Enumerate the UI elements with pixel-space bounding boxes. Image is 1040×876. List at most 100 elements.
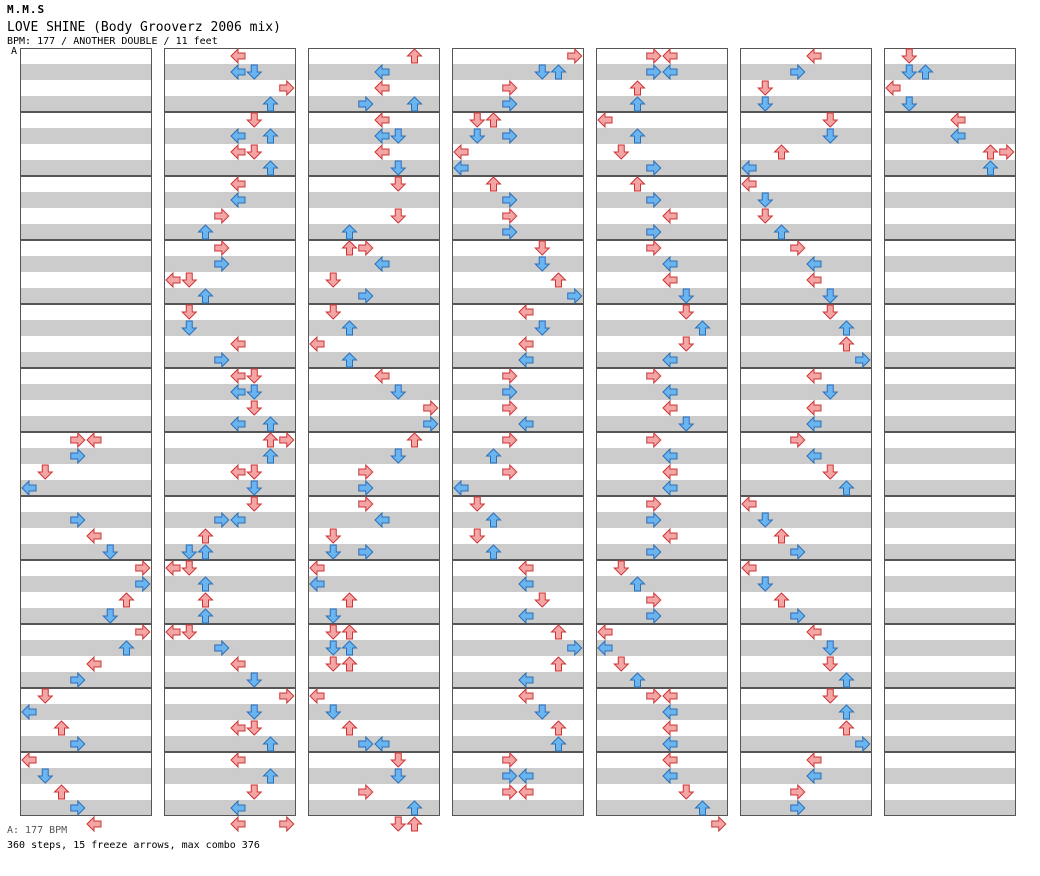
step-arrow bbox=[790, 63, 806, 81]
measure-stripe bbox=[308, 784, 440, 800]
step-arrow bbox=[678, 304, 695, 320]
measure-stripe bbox=[884, 176, 1016, 192]
measure-stripe bbox=[308, 656, 440, 672]
step-arrow bbox=[646, 687, 662, 705]
measure-stripe bbox=[740, 128, 872, 144]
measure-border bbox=[164, 176, 296, 240]
step-arrow bbox=[662, 719, 678, 737]
measure-stripe bbox=[164, 192, 296, 208]
measure-stripe bbox=[740, 48, 872, 64]
step-arrow bbox=[982, 144, 999, 160]
step-arrow bbox=[822, 640, 839, 656]
measure-stripe bbox=[308, 608, 440, 624]
measure-stripe bbox=[164, 688, 296, 704]
step-arrow bbox=[518, 303, 534, 321]
measure-stripe bbox=[740, 240, 872, 256]
measure-stripe bbox=[596, 576, 728, 592]
step-arrow bbox=[246, 384, 263, 400]
step-arrow bbox=[21, 703, 37, 721]
measure-stripe bbox=[596, 416, 728, 432]
measure-border bbox=[884, 432, 1016, 496]
step-arrow bbox=[790, 543, 806, 561]
measure-stripe bbox=[740, 432, 872, 448]
measure-border bbox=[164, 240, 296, 304]
measure-stripe bbox=[884, 368, 1016, 384]
measure-stripe bbox=[884, 160, 1016, 176]
measure-stripe bbox=[452, 368, 584, 384]
step-arrow bbox=[773, 224, 790, 240]
measure-stripe bbox=[884, 640, 1016, 656]
step-arrow bbox=[406, 432, 423, 448]
measure-stripe bbox=[884, 272, 1016, 288]
step-arrow bbox=[279, 431, 295, 449]
step-arrow bbox=[502, 223, 518, 241]
measure-stripe bbox=[884, 96, 1016, 112]
measure-stripe bbox=[740, 416, 872, 432]
measure-stripe bbox=[164, 624, 296, 640]
step-arrow bbox=[917, 64, 934, 80]
step-arrow bbox=[214, 639, 230, 657]
step-arrow bbox=[502, 767, 518, 785]
measure-stripe bbox=[452, 640, 584, 656]
measure-stripe bbox=[20, 672, 152, 688]
measure-border bbox=[452, 368, 584, 432]
step-arrow bbox=[197, 608, 214, 624]
measure-stripe bbox=[20, 704, 152, 720]
measure-stripe bbox=[164, 400, 296, 416]
measure-stripe bbox=[740, 656, 872, 672]
measure-border bbox=[452, 752, 584, 816]
step-arrow bbox=[550, 736, 567, 752]
measure-stripe bbox=[740, 400, 872, 416]
step-arrow bbox=[790, 799, 806, 817]
measure-stripe bbox=[20, 656, 152, 672]
measure-stripe bbox=[884, 688, 1016, 704]
measure-stripe bbox=[452, 752, 584, 768]
step-arrow bbox=[262, 768, 279, 784]
step-arrow bbox=[390, 208, 407, 224]
step-arrow bbox=[901, 64, 918, 80]
step-arrow bbox=[135, 575, 151, 593]
measure-stripe bbox=[884, 320, 1016, 336]
measure-stripe bbox=[740, 752, 872, 768]
measure-stripe bbox=[308, 80, 440, 96]
step-arrow bbox=[550, 720, 567, 736]
step-arrow bbox=[838, 480, 855, 496]
step-arrow bbox=[901, 48, 918, 64]
measure-border bbox=[164, 752, 296, 816]
step-arrow bbox=[662, 255, 678, 273]
step-arrow bbox=[118, 640, 135, 656]
measure-border bbox=[308, 432, 440, 496]
step-arrow bbox=[982, 160, 999, 176]
measure-stripe bbox=[740, 544, 872, 560]
measure-border bbox=[884, 240, 1016, 304]
step-arrow bbox=[230, 511, 246, 529]
step-arrow bbox=[838, 720, 855, 736]
measure-stripe bbox=[308, 192, 440, 208]
step-arrow bbox=[197, 528, 214, 544]
measure-stripe bbox=[308, 112, 440, 128]
step-arrow bbox=[262, 160, 279, 176]
measure-stripe bbox=[740, 720, 872, 736]
measure-border bbox=[740, 304, 872, 368]
measure-border bbox=[452, 176, 584, 240]
step-arrow bbox=[838, 704, 855, 720]
measure-stripe bbox=[452, 512, 584, 528]
measure-stripe bbox=[20, 720, 152, 736]
step-arrow bbox=[822, 464, 839, 480]
step-arrow bbox=[678, 784, 695, 800]
measure-stripe bbox=[740, 352, 872, 368]
measure-stripe bbox=[596, 320, 728, 336]
step-arrow bbox=[374, 735, 390, 753]
measure-stripe bbox=[452, 336, 584, 352]
step-arrow bbox=[597, 623, 613, 641]
step-arrow bbox=[534, 320, 551, 336]
step-arrow bbox=[325, 656, 342, 672]
step-arrow bbox=[214, 351, 230, 369]
measure-stripe bbox=[740, 768, 872, 784]
measure-stripe bbox=[20, 624, 152, 640]
step-arrow bbox=[325, 608, 342, 624]
measure-stripe bbox=[452, 656, 584, 672]
step-arrow bbox=[197, 288, 214, 304]
step-arrow bbox=[502, 399, 518, 417]
step-arrow bbox=[790, 239, 806, 257]
